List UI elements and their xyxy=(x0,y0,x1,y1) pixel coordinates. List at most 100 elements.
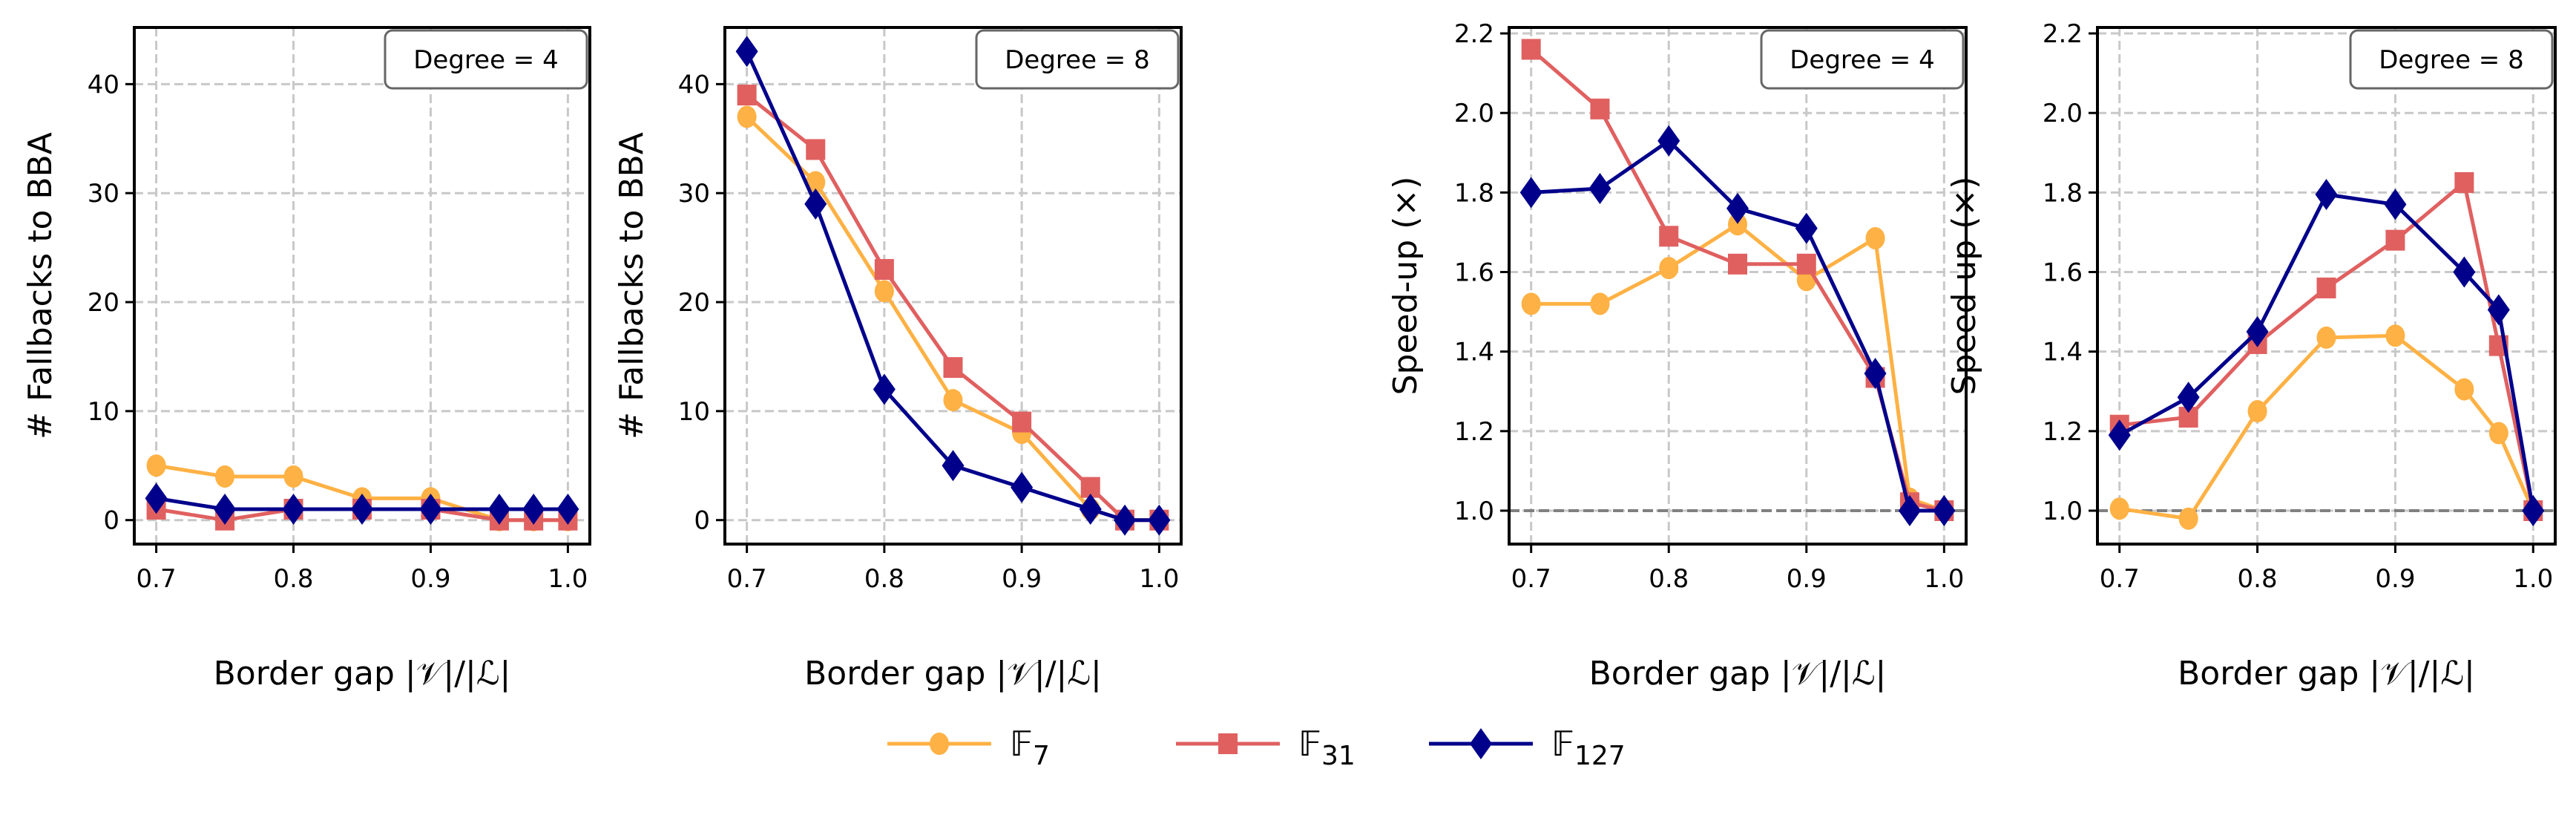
data-point-F31 xyxy=(2385,229,2405,251)
legend: 𝔽7 𝔽31 𝔽127 xyxy=(887,724,1626,771)
legend-item-F7: 𝔽7 xyxy=(887,724,1050,771)
legend-marker-square xyxy=(1218,733,1238,754)
x-tick-label: 0.7 xyxy=(1511,564,1551,594)
data-point-F7 xyxy=(806,171,826,194)
data-point-F127 xyxy=(145,482,168,514)
data-point-F31 xyxy=(737,85,757,106)
legend-label-base: 𝔽 xyxy=(1010,724,1033,764)
x-tick-label: 0.8 xyxy=(864,564,904,594)
data-point-F7 xyxy=(2109,497,2129,520)
y-tick-label: 0 xyxy=(694,506,710,536)
data-point-F127 xyxy=(1588,172,1611,204)
data-point-F7 xyxy=(2178,507,2198,530)
data-point-F7 xyxy=(1728,213,1747,236)
y-tick-label: 2.0 xyxy=(2043,99,2083,128)
legend-label-subscript: 31 xyxy=(1321,741,1356,771)
degree-annotation-box xyxy=(975,29,1180,90)
data-point-F7 xyxy=(943,389,963,412)
data-point-F31 xyxy=(943,357,963,379)
panel-4: 0.7 0.8 0.9 1.0 1.0 1.2 1.4 1.6 1.8 2.0 2.2 Degree … xyxy=(1945,19,2557,693)
data-point-F31 xyxy=(1796,253,1816,275)
y-axis-label: Speed-up (×) xyxy=(1387,177,1425,396)
data-point-F7 xyxy=(283,465,303,488)
x-axis-label: Border gap |𝒱|/|ℒ| xyxy=(2178,655,2475,693)
data-point-F7 xyxy=(2454,378,2474,401)
legend-item-F31: 𝔽31 xyxy=(1176,724,1356,771)
data-point-F127 xyxy=(282,494,305,526)
degree-annotation-box xyxy=(384,29,588,90)
data-point-F127 xyxy=(2177,382,2200,413)
data-point-F127 xyxy=(1114,504,1137,536)
legend-label-base: 𝔽 xyxy=(1551,724,1574,764)
x-axis-label: Border gap |𝒱|/|ℒ| xyxy=(804,655,1102,693)
y-tick-label: 1.6 xyxy=(2043,258,2083,288)
x-tick-label: 0.7 xyxy=(137,564,177,594)
data-point-F127 xyxy=(2108,419,2131,451)
data-point-F127 xyxy=(2315,179,2338,211)
y-tick-label: 30 xyxy=(88,179,119,209)
legend-marker-circle xyxy=(930,733,949,755)
legend-label-subscript: 127 xyxy=(1574,741,1626,771)
x-tick-label: 0.9 xyxy=(2375,564,2415,594)
y-tick-label: 10 xyxy=(88,397,119,427)
y-tick-label: 40 xyxy=(678,70,710,99)
x-tick-label: 0.9 xyxy=(410,564,450,594)
y-tick-label: 30 xyxy=(678,179,710,209)
data-point-F127 xyxy=(942,450,965,482)
data-point-F127 xyxy=(873,373,896,405)
data-point-F127 xyxy=(1657,125,1680,157)
data-point-F127 xyxy=(556,494,579,526)
data-point-F127 xyxy=(522,494,545,526)
data-point-F31 xyxy=(2454,171,2474,193)
legend-marker-diamond xyxy=(1470,728,1492,759)
data-point-F127 xyxy=(1933,494,1956,526)
axes-frame xyxy=(723,26,1183,546)
legend-item-F127: 𝔽127 xyxy=(1429,724,1626,771)
data-point-F127 xyxy=(804,188,827,220)
degree-annotation: Degree = 8 xyxy=(1005,45,1149,75)
series-line-F7 xyxy=(1531,222,1945,513)
data-point-F7 xyxy=(1865,226,1885,249)
data-point-F127 xyxy=(1726,192,1749,224)
data-point-F127 xyxy=(2384,189,2407,220)
legend-label: 𝔽127 xyxy=(1551,724,1626,771)
data-point-F31 xyxy=(806,139,826,160)
data-point-F31 xyxy=(1659,226,1679,247)
series-line-F127 xyxy=(1531,139,1945,513)
data-point-F127 xyxy=(1011,471,1034,503)
legend-label-base: 𝔽 xyxy=(1298,724,1321,764)
x-tick-label: 1.0 xyxy=(1139,564,1179,594)
series-line-F127 xyxy=(745,50,1160,523)
data-point-F127 xyxy=(1898,494,1921,526)
x-tick-label: 0.7 xyxy=(2100,564,2140,594)
y-tick-label: 1.8 xyxy=(1454,178,1494,208)
axes-frame xyxy=(2096,26,2557,546)
y-tick-label: 1.0 xyxy=(1454,497,1494,526)
data-point-F7 xyxy=(146,454,166,477)
y-tick-label: 1.6 xyxy=(1454,258,1494,288)
data-point-F7 xyxy=(2488,422,2508,445)
axes-frame xyxy=(133,26,591,546)
data-point-F7 xyxy=(737,105,757,128)
legend-label: 𝔽31 xyxy=(1298,724,1356,771)
x-tick-label: 0.7 xyxy=(727,564,767,594)
y-tick-label: 10 xyxy=(678,397,710,427)
y-tick-label: 0 xyxy=(103,506,119,536)
y-tick-label: 2.0 xyxy=(1454,99,1494,128)
y-tick-label: 1.4 xyxy=(1454,338,1494,367)
data-point-F127 xyxy=(351,494,373,526)
data-point-F7 xyxy=(874,280,894,303)
y-tick-label: 2.2 xyxy=(2043,19,2083,49)
degree-annotation: Degree = 4 xyxy=(413,45,558,75)
data-point-F7 xyxy=(1659,257,1679,280)
y-axis-label: # Fallbacks to BBA xyxy=(613,132,651,439)
data-point-F31 xyxy=(874,258,894,280)
degree-annotation: Degree = 4 xyxy=(1790,45,1934,75)
panel-1: 0.7 0.8 0.9 1.0 0 10 20 30 40 Degree = 4 Border ga… xyxy=(22,26,591,693)
data-point-F127 xyxy=(2487,294,2510,326)
data-point-F127 xyxy=(735,36,758,68)
x-tick-label: 0.9 xyxy=(1787,564,1827,594)
x-tick-label: 0.9 xyxy=(1002,564,1042,594)
x-tick-label: 0.8 xyxy=(1649,564,1689,594)
